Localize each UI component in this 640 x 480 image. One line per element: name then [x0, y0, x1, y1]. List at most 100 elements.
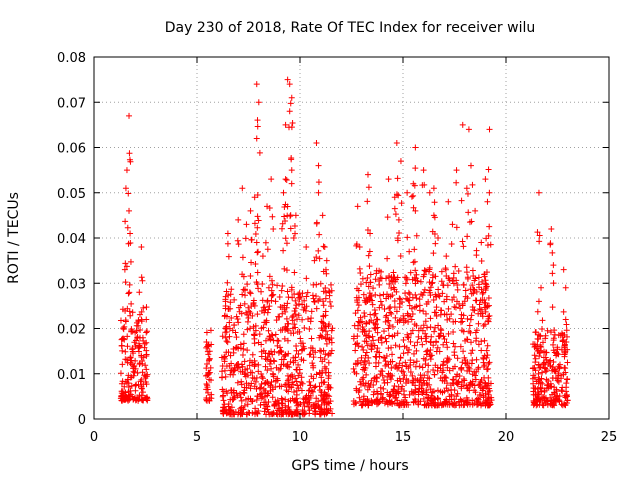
- data-point: [389, 292, 396, 299]
- data-point: [483, 366, 490, 373]
- data-point: [427, 396, 434, 403]
- data-point: [222, 373, 229, 380]
- data-point: [367, 230, 374, 237]
- data-point: [478, 239, 485, 246]
- data-point: [529, 375, 536, 382]
- data-point: [384, 389, 391, 396]
- data-point: [279, 310, 286, 317]
- data-point: [485, 166, 492, 173]
- data-point: [255, 285, 262, 292]
- data-point: [406, 297, 413, 304]
- data-point: [452, 343, 459, 350]
- data-point: [357, 359, 364, 366]
- data-point: [430, 296, 437, 303]
- data-point: [473, 335, 480, 342]
- data-point: [486, 126, 493, 133]
- data-point: [223, 323, 230, 330]
- data-point: [413, 232, 420, 239]
- data-point: [297, 293, 304, 300]
- data-point: [292, 311, 299, 318]
- data-point: [394, 175, 401, 182]
- data-point: [319, 358, 326, 365]
- data-point: [292, 357, 299, 364]
- data-point: [253, 239, 260, 246]
- data-point: [457, 319, 464, 326]
- x-tick-label: 20: [498, 430, 515, 445]
- data-point: [483, 304, 490, 311]
- data-point: [464, 233, 471, 240]
- data-point: [354, 285, 361, 292]
- data-point: [234, 379, 241, 386]
- data-point: [258, 341, 265, 348]
- data-point: [389, 401, 396, 408]
- data-point: [385, 325, 392, 332]
- data-point: [269, 351, 276, 358]
- data-point: [355, 325, 362, 332]
- data-point: [378, 302, 385, 309]
- data-point: [545, 381, 552, 388]
- data-point: [366, 360, 373, 367]
- x-tick-label: 15: [395, 430, 412, 445]
- data-point: [254, 393, 261, 400]
- data-point: [365, 401, 372, 408]
- data-point: [251, 302, 258, 309]
- data-point: [376, 292, 383, 299]
- data-point: [310, 281, 317, 288]
- data-point: [367, 381, 374, 388]
- data-point: [227, 367, 234, 374]
- data-point: [232, 344, 239, 351]
- data-point: [485, 232, 492, 239]
- data-point: [233, 344, 240, 351]
- data-point: [471, 277, 478, 284]
- data-point: [363, 371, 370, 378]
- data-point: [452, 373, 459, 380]
- data-point: [461, 377, 468, 384]
- data-point: [260, 304, 267, 311]
- data-point: [254, 311, 261, 318]
- data-point: [373, 354, 380, 361]
- data-point: [359, 401, 366, 408]
- data-point: [559, 384, 566, 391]
- data-point: [448, 311, 455, 318]
- data-point: [550, 341, 557, 348]
- data-point: [252, 405, 259, 412]
- data-point: [380, 328, 387, 335]
- data-point: [367, 296, 374, 303]
- data-point: [358, 354, 365, 361]
- data-point: [454, 355, 461, 362]
- data-point: [385, 176, 392, 183]
- data-point: [552, 368, 559, 375]
- data-point: [484, 352, 491, 359]
- data-point: [475, 274, 482, 281]
- data-point: [118, 342, 125, 349]
- data-point: [446, 393, 453, 400]
- data-point: [383, 312, 390, 319]
- data-point: [281, 335, 288, 342]
- data-point: [397, 316, 404, 323]
- data-point: [478, 338, 485, 345]
- data-point: [445, 330, 452, 337]
- data-point: [452, 304, 459, 311]
- data-point: [412, 165, 419, 172]
- data-point: [561, 332, 568, 339]
- data-point: [286, 108, 293, 115]
- data-point: [269, 411, 276, 418]
- data-point: [542, 365, 549, 372]
- data-point: [422, 330, 429, 337]
- data-point: [457, 305, 464, 312]
- data-point: [253, 385, 260, 392]
- data-point: [235, 216, 242, 223]
- data-point: [365, 184, 372, 191]
- data-point: [400, 368, 407, 375]
- data-point: [235, 364, 242, 371]
- data-point: [485, 318, 492, 325]
- data-point: [384, 317, 391, 324]
- data-point: [380, 377, 387, 384]
- data-point: [255, 99, 262, 106]
- data-point: [440, 358, 447, 365]
- data-point: [468, 290, 475, 297]
- data-point: [247, 325, 254, 332]
- data-point: [255, 361, 262, 368]
- data-point: [359, 323, 366, 330]
- data-point: [455, 267, 462, 274]
